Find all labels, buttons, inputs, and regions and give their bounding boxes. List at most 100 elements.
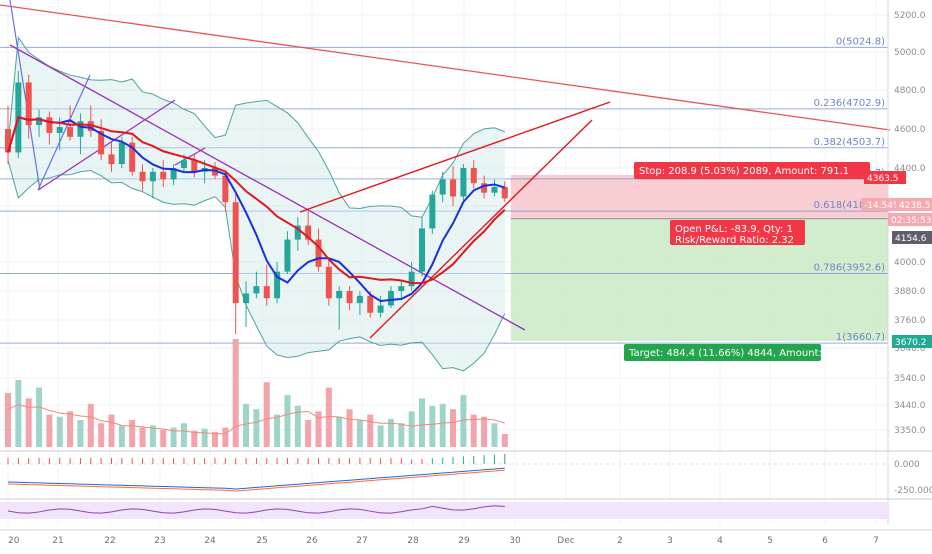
stop-zone bbox=[510, 174, 888, 219]
candle-body bbox=[180, 160, 187, 168]
volume-bar bbox=[387, 418, 394, 447]
candle-body bbox=[5, 129, 11, 153]
volume-bar bbox=[325, 387, 332, 447]
volume-bar bbox=[232, 339, 239, 447]
price-tick: 4600.0 bbox=[894, 125, 926, 135]
candle-body bbox=[491, 187, 498, 193]
volume-bar bbox=[481, 416, 488, 447]
volume-bar bbox=[77, 420, 84, 447]
candle-body bbox=[191, 160, 198, 172]
small-line bbox=[174, 147, 206, 166]
volume-bar bbox=[346, 409, 353, 447]
volume-bars bbox=[5, 339, 508, 447]
time-label: 29 bbox=[458, 536, 470, 546]
rsi-band bbox=[0, 502, 888, 519]
price-tick: 3880.0 bbox=[894, 287, 926, 297]
volume-bar bbox=[460, 395, 467, 447]
volume-bar bbox=[274, 414, 281, 447]
candle-body bbox=[408, 271, 415, 287]
time-label: 28 bbox=[407, 536, 419, 546]
candle-body bbox=[139, 171, 146, 182]
volume-bar bbox=[439, 403, 446, 447]
fib-label: 0.786(3952.6) bbox=[814, 262, 886, 273]
wedge-upper bbox=[299, 101, 611, 213]
fib-label: 0.618(4181.8) bbox=[814, 200, 886, 211]
time-label: 4 bbox=[717, 536, 723, 546]
candle-body bbox=[294, 225, 301, 240]
trend-drawings bbox=[0, 0, 891, 339]
candle-body bbox=[36, 117, 43, 126]
stop-label-text: Stop: 208.9 (5.03%) 2089, Amount: 791.1 bbox=[639, 166, 849, 177]
time-label: 7 bbox=[873, 536, 879, 546]
candle-body bbox=[25, 82, 32, 126]
candle-body bbox=[305, 225, 312, 240]
volume-bar bbox=[191, 430, 198, 447]
price-tick: 3540.0 bbox=[894, 374, 926, 384]
candle-body bbox=[419, 228, 425, 272]
price-tick: 4400.0 bbox=[894, 164, 926, 174]
volume-bar bbox=[429, 405, 436, 447]
target-label-box bbox=[624, 344, 821, 361]
volume-bar bbox=[67, 411, 74, 447]
band-lower bbox=[7, 160, 506, 372]
candle-body bbox=[398, 286, 405, 291]
candle-body bbox=[46, 117, 53, 133]
candle-body bbox=[160, 171, 167, 180]
candle-body bbox=[356, 295, 363, 304]
time-label: 21 bbox=[52, 536, 63, 546]
time-label: 25 bbox=[256, 536, 267, 546]
candle-body bbox=[429, 194, 436, 229]
price-tick: 3760.0 bbox=[894, 316, 926, 326]
time-label: 24 bbox=[204, 536, 216, 546]
volume-bar bbox=[305, 420, 312, 447]
pnl-label-text: Risk/Reward Ratio: 2.32 bbox=[675, 235, 794, 246]
oscillator-panes: 0.000 -250.000 bbox=[0, 450, 932, 519]
candle-body bbox=[460, 168, 467, 197]
pnl-label-box bbox=[670, 220, 805, 245]
pnl-label-text: Open P&L: -83.9, Qty: 1 bbox=[675, 224, 793, 235]
pattern-line bbox=[37, 74, 91, 191]
candle-body bbox=[118, 142, 125, 165]
price-tick: 5000.0 bbox=[894, 48, 926, 58]
volume-bar bbox=[419, 398, 425, 447]
volume-bar bbox=[377, 425, 384, 447]
volume-bar bbox=[149, 425, 156, 447]
price-tick: 3440.0 bbox=[894, 401, 926, 411]
volume-bar bbox=[98, 423, 105, 447]
volume-bar bbox=[491, 423, 498, 447]
time-label: 26 bbox=[306, 536, 318, 546]
volume-bar bbox=[180, 423, 187, 447]
volume-bar bbox=[243, 403, 250, 447]
macd-line bbox=[7, 467, 505, 490]
time-label: 22 bbox=[104, 536, 115, 546]
candle-body bbox=[222, 175, 229, 203]
candle-body bbox=[274, 271, 281, 299]
volume-bar bbox=[201, 428, 208, 447]
price-tag-label: 4238.5 bbox=[899, 201, 931, 211]
band-fill bbox=[8, 37, 505, 371]
volume-bar bbox=[356, 420, 363, 447]
volume-bar bbox=[367, 414, 374, 447]
long-trendline bbox=[0, 4, 891, 131]
time-label: 2 bbox=[617, 536, 623, 546]
candle-body bbox=[170, 168, 177, 180]
slow-ma bbox=[7, 116, 506, 285]
volume-bar bbox=[253, 409, 260, 447]
time-label: 27 bbox=[356, 536, 367, 546]
candle-body bbox=[129, 142, 136, 172]
candle-body bbox=[501, 187, 508, 199]
time-label: 23 bbox=[154, 536, 165, 546]
volume-bar bbox=[15, 380, 22, 447]
volume-bar bbox=[139, 427, 146, 447]
band-upper bbox=[7, 36, 505, 218]
moving-averages bbox=[7, 116, 506, 303]
volume-ma bbox=[7, 404, 505, 435]
grid bbox=[0, 0, 888, 525]
bollinger-bands bbox=[7, 36, 506, 372]
candle-body bbox=[325, 266, 332, 299]
candle-body bbox=[98, 130, 105, 155]
price-tag bbox=[888, 213, 932, 226]
candle-body bbox=[336, 291, 343, 299]
